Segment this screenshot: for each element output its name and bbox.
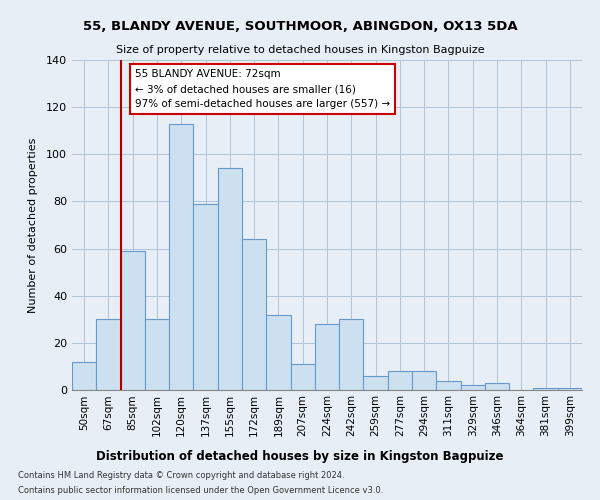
Bar — [461, 386, 485, 390]
Bar — [533, 388, 558, 390]
Bar — [266, 314, 290, 390]
Bar — [558, 388, 582, 390]
Text: 55 BLANDY AVENUE: 72sqm
← 3% of detached houses are smaller (16)
97% of semi-det: 55 BLANDY AVENUE: 72sqm ← 3% of detached… — [135, 70, 390, 109]
Y-axis label: Number of detached properties: Number of detached properties — [28, 138, 38, 312]
Text: Size of property relative to detached houses in Kingston Bagpuize: Size of property relative to detached ho… — [116, 45, 484, 55]
Text: Distribution of detached houses by size in Kingston Bagpuize: Distribution of detached houses by size … — [96, 450, 504, 463]
Bar — [290, 364, 315, 390]
Bar — [145, 320, 169, 390]
Bar — [412, 371, 436, 390]
Bar — [96, 320, 121, 390]
Bar — [485, 383, 509, 390]
Bar — [388, 371, 412, 390]
Bar — [193, 204, 218, 390]
Bar — [169, 124, 193, 390]
Text: Contains public sector information licensed under the Open Government Licence v3: Contains public sector information licen… — [18, 486, 383, 495]
Bar — [339, 320, 364, 390]
Bar — [436, 380, 461, 390]
Bar — [315, 324, 339, 390]
Bar — [218, 168, 242, 390]
Bar — [364, 376, 388, 390]
Bar — [121, 251, 145, 390]
Text: 55, BLANDY AVENUE, SOUTHMOOR, ABINGDON, OX13 5DA: 55, BLANDY AVENUE, SOUTHMOOR, ABINGDON, … — [83, 20, 517, 33]
Text: Contains HM Land Registry data © Crown copyright and database right 2024.: Contains HM Land Registry data © Crown c… — [18, 471, 344, 480]
Bar — [72, 362, 96, 390]
Bar — [242, 239, 266, 390]
